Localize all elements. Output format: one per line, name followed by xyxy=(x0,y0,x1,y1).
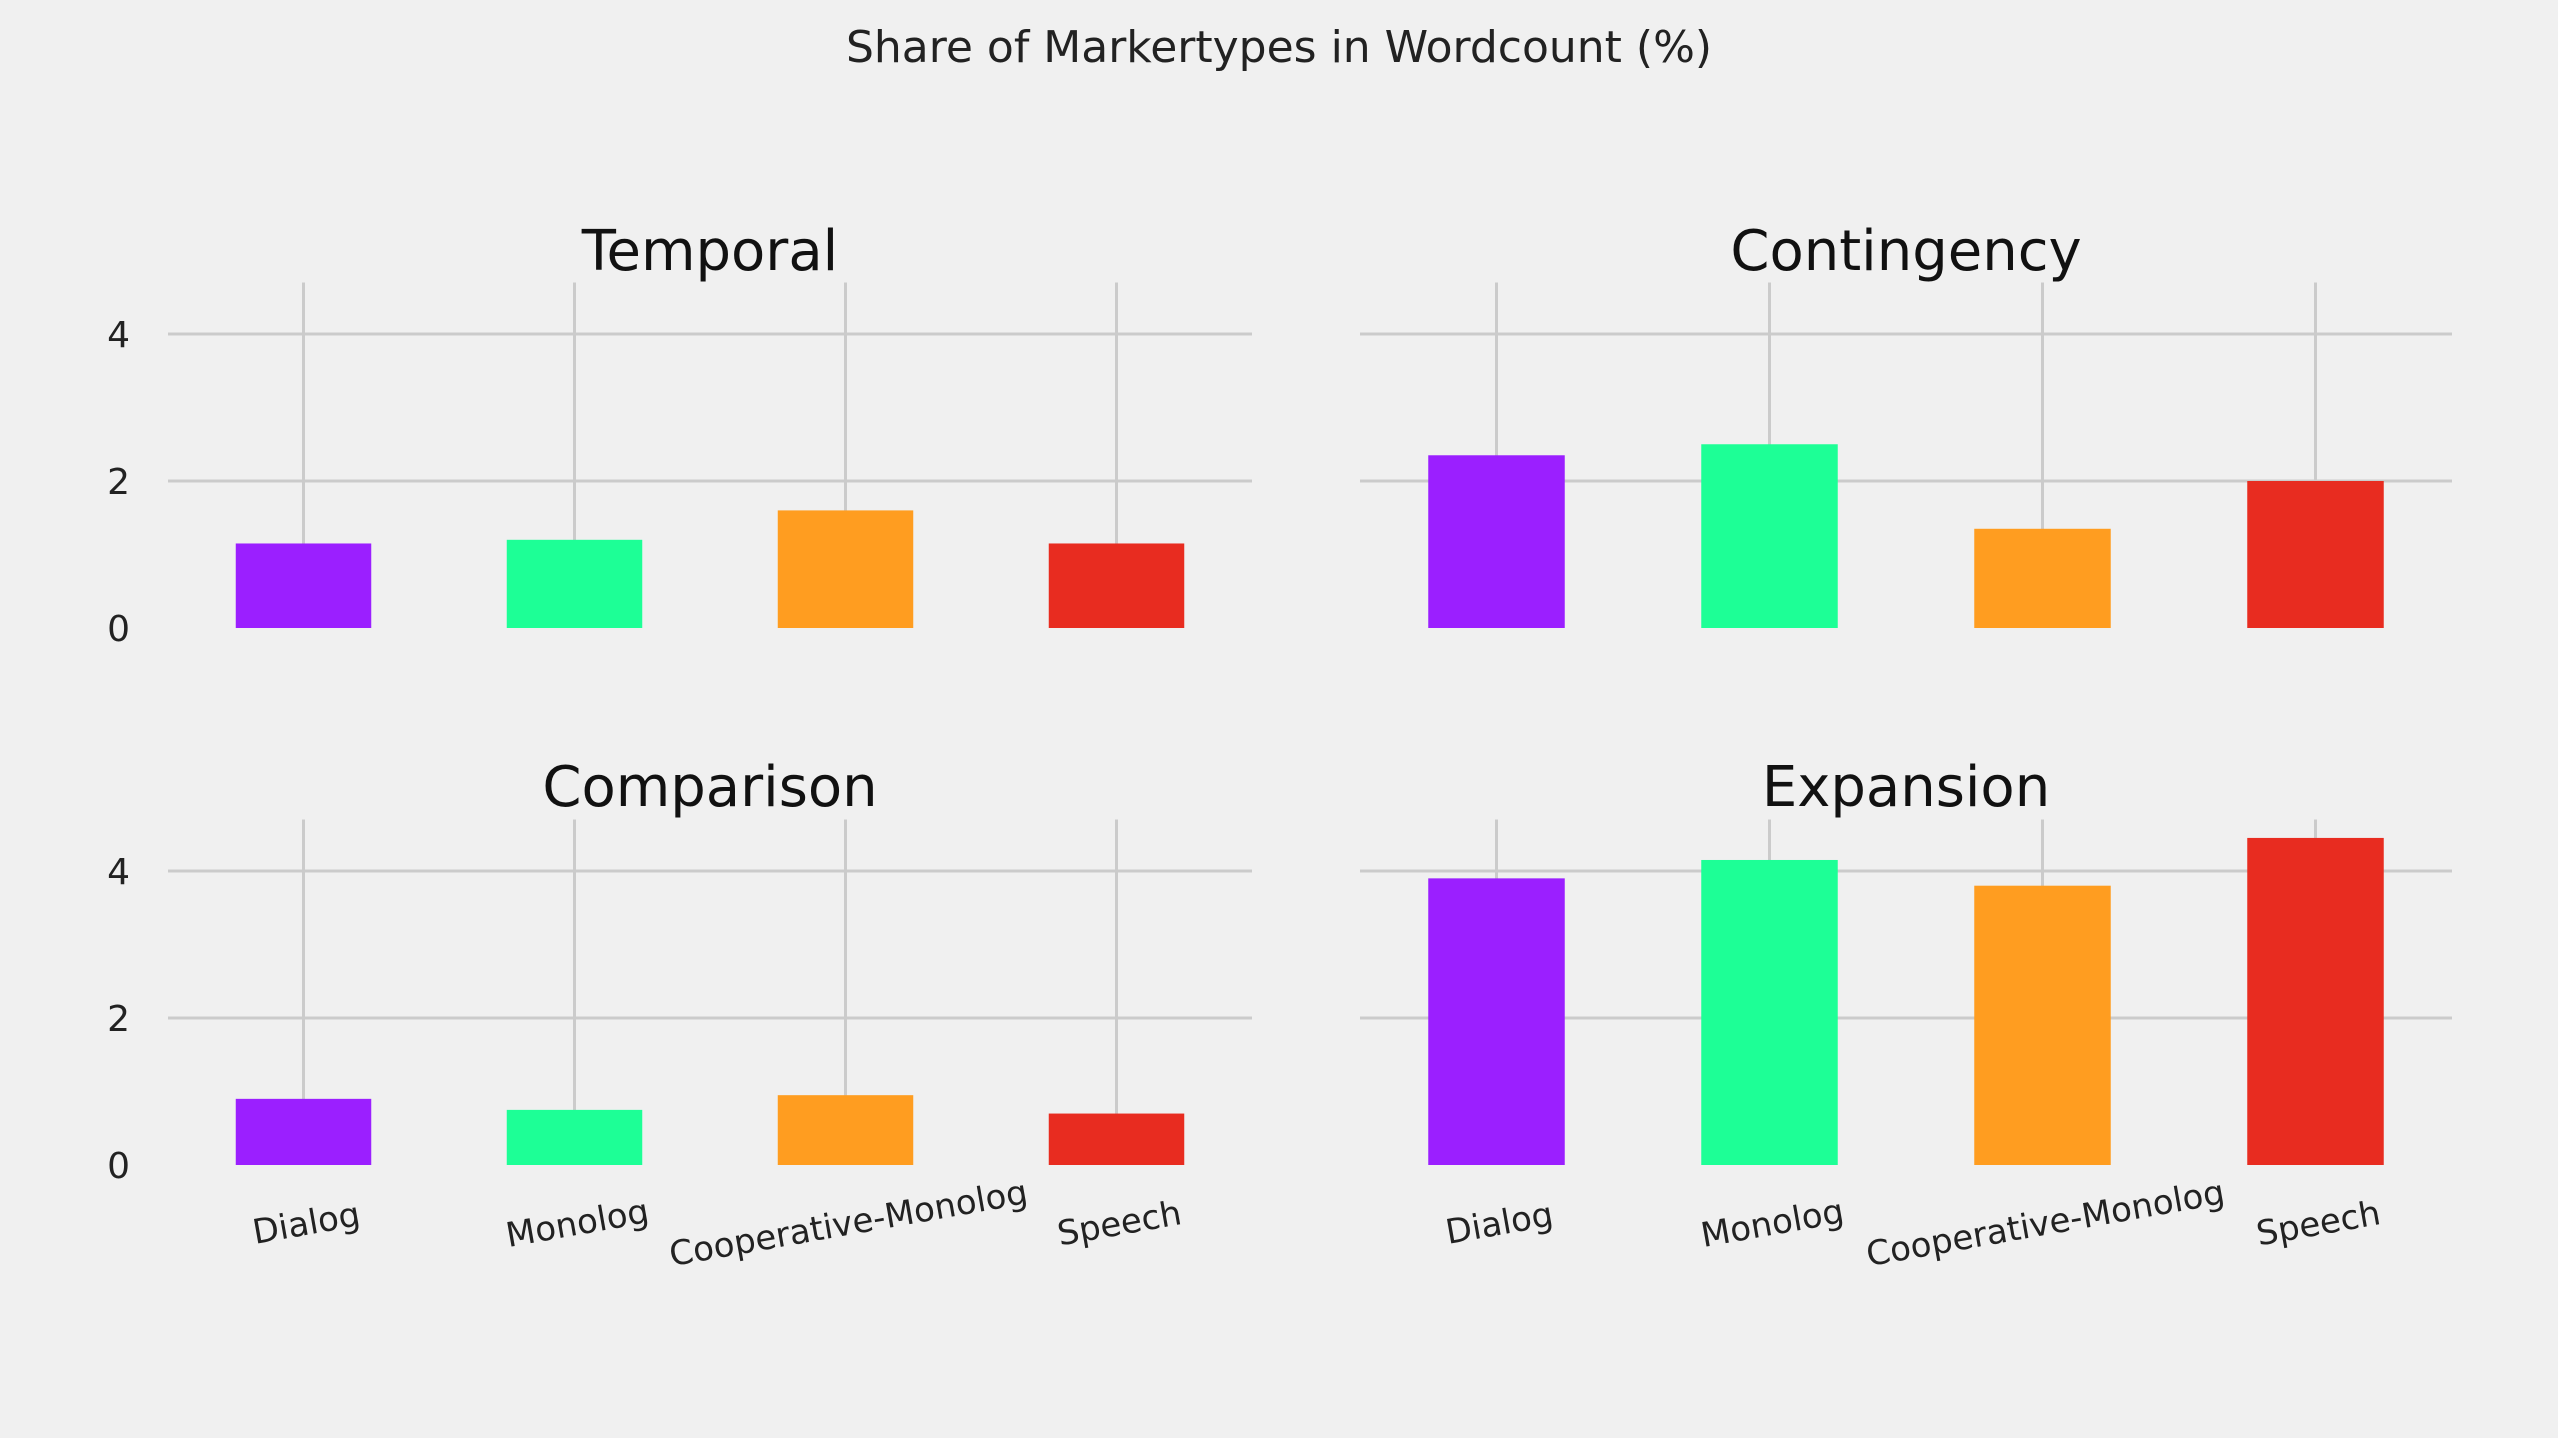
panel-expansion: Expansion Dialog Monolog Cooperative-Monolo… xyxy=(1360,755,2452,1275)
bar-cooperative-monolog xyxy=(1974,528,2111,628)
panel-title: Temporal xyxy=(581,219,838,284)
x-tick-label: Monolog xyxy=(1698,1192,1847,1256)
bar-cooperative-monolog xyxy=(777,510,914,628)
panel-comparison: Comparison 0 2 4 Dialog Monolog Cooperative-Mo… xyxy=(107,755,1252,1275)
bar-monolog xyxy=(1701,859,1838,1165)
y-tick-label: 2 xyxy=(107,999,130,1040)
x-tick-label: Dialog xyxy=(250,1195,364,1253)
bar-monolog xyxy=(1701,444,1838,628)
bar-speech xyxy=(2247,837,2384,1165)
y-tick-label: 2 xyxy=(107,462,130,503)
bar-dialog xyxy=(1428,878,1565,1165)
bar-cooperative-monolog xyxy=(777,1095,914,1165)
bar-speech xyxy=(1048,543,1185,628)
bar-speech xyxy=(2247,481,2384,628)
x-tick-label: Monolog xyxy=(503,1192,652,1256)
bar-dialog xyxy=(1428,455,1565,628)
chart-title: Share of Markertypes in Wordcount (%) xyxy=(846,22,1712,73)
x-tick-label: Dialog xyxy=(1443,1195,1557,1253)
panel-title: Expansion xyxy=(1762,755,2050,820)
bar-cooperative-monolog xyxy=(1974,885,2111,1165)
panel-title: Comparison xyxy=(542,755,877,820)
panel-temporal: Temporal 0 2 4 xyxy=(107,219,1252,650)
panel-title: Contingency xyxy=(1730,219,2081,284)
bar-dialog xyxy=(235,543,372,628)
bar-monolog xyxy=(506,1109,643,1165)
bar-dialog xyxy=(235,1098,372,1165)
y-tick-label: 0 xyxy=(107,609,130,650)
y-tick-label: 4 xyxy=(107,852,130,893)
panel-contingency: Contingency xyxy=(1360,219,2452,628)
bar-speech xyxy=(1048,1113,1185,1165)
x-tick-label: Cooperative-Monolog xyxy=(1863,1173,2227,1275)
x-tick-label: Speech xyxy=(1054,1193,1184,1254)
panels: Temporal 0 2 4 Contingency Comparison 0 2 4 Dialo… xyxy=(107,219,2452,1275)
y-tick-label: 0 xyxy=(107,1146,130,1187)
y-tick-label: 4 xyxy=(107,315,130,356)
bar-monolog xyxy=(506,539,643,628)
x-tick-label: Cooperative-Monolog xyxy=(666,1173,1030,1275)
x-tick-label: Speech xyxy=(2253,1193,2383,1254)
